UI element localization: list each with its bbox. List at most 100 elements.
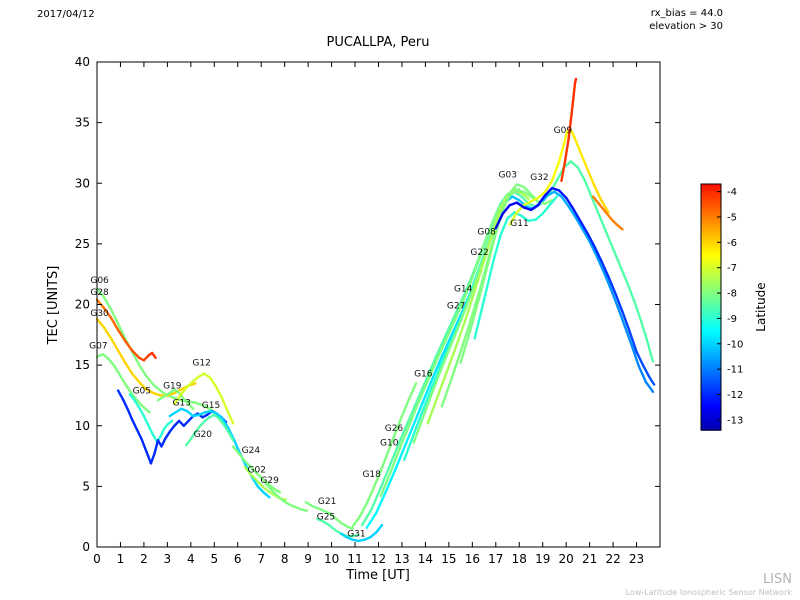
- series-segment-G20: [194, 424, 202, 434]
- series-label-G20: G20: [194, 430, 213, 440]
- series-segment-G11: [482, 259, 495, 301]
- colorbar-swatch: [701, 235, 721, 239]
- x-tick-label: 17: [488, 552, 503, 566]
- colorbar-swatch: [701, 237, 721, 241]
- colorbar-swatch: [701, 190, 721, 193]
- series-segment-G10: [431, 355, 444, 380]
- colorbar-swatch: [701, 208, 721, 212]
- colorbar-swatch: [701, 341, 721, 345]
- colorbar-swatch: [701, 245, 721, 249]
- series-segment-G26: [398, 418, 411, 443]
- colorbar-swatch: [701, 345, 721, 349]
- colorbar-swatch: [701, 419, 721, 423]
- series-segment-G10: [403, 423, 415, 449]
- series-label-G19: G19: [163, 382, 182, 392]
- colorbar-swatch: [701, 395, 721, 398]
- series-segment-G06: [152, 383, 162, 392]
- series-segment-G15: [168, 424, 176, 434]
- series-label-G09: G09: [554, 126, 573, 136]
- series-segment-G26: [360, 508, 373, 527]
- colorbar-swatch: [701, 278, 721, 282]
- colorbar-swatch: [701, 300, 721, 304]
- series-segment-G31: [369, 531, 378, 539]
- series-segment-G07: [119, 374, 128, 387]
- series-segment-G20: [189, 430, 197, 441]
- series-segment-track28: [560, 160, 567, 183]
- series-segment-G10: [384, 469, 397, 494]
- series-segment-G16: [389, 447, 401, 475]
- colorbar-swatch: [701, 233, 721, 237]
- colorbar-swatch: [701, 391, 721, 394]
- colorbar-swatch: [701, 257, 721, 261]
- series-segment-G10: [374, 491, 387, 515]
- colorbar-swatch: [701, 399, 721, 403]
- series-segment-G19: [187, 402, 195, 410]
- colorbar-swatch: [701, 284, 721, 288]
- colorbar-swatch: [701, 372, 721, 376]
- colorbar-swatch: [701, 366, 721, 370]
- series-segment-G32: [522, 206, 533, 212]
- series-segment-G14: [478, 240, 490, 272]
- series-segment-G10: [365, 511, 378, 529]
- series-segment-G09: [586, 167, 596, 187]
- series-segment-G31: [374, 523, 384, 534]
- series-segment-G03: [459, 329, 472, 364]
- y-tick-label: 35: [75, 116, 90, 130]
- series-segment-G26: [611, 247, 622, 267]
- series-label-G25: G25: [317, 513, 335, 523]
- series-segment-G09: [562, 129, 569, 146]
- series-segment-G18: [365, 486, 376, 505]
- series-segment-G18: [351, 515, 361, 528]
- satellite-tracks: [95, 77, 656, 543]
- series-segment-G07: [101, 353, 110, 361]
- series-segment-G12: [190, 376, 200, 384]
- series-label-G15: G15: [202, 401, 220, 411]
- series-segment-G26: [379, 463, 392, 489]
- series-segment-G30: [95, 317, 106, 329]
- watermark-network-name: Low-Latitude Ionospheric Sensor Network: [626, 588, 793, 597]
- series-segment-G32: [550, 186, 561, 192]
- series-segment-G32: [648, 376, 656, 386]
- colorbar-swatch: [701, 331, 721, 335]
- series-segment-G26: [583, 179, 594, 200]
- series-segment-G10: [644, 380, 655, 393]
- series-segment-G26: [454, 291, 467, 315]
- colorbar-swatch: [701, 317, 721, 321]
- colorbar-swatch: [701, 329, 721, 333]
- colorbar-swatch: [701, 411, 721, 415]
- series-segment-G13: [256, 485, 265, 494]
- series-segment-G20: [184, 437, 193, 447]
- series-segment-G03: [501, 191, 512, 212]
- series-segment-G05: [147, 424, 155, 437]
- series-segment-G15: [140, 437, 148, 453]
- series-segment-G12: [173, 394, 182, 406]
- series-segment-G10: [567, 205, 577, 219]
- colorbar-swatch: [701, 253, 721, 257]
- series-segment-G10: [581, 228, 591, 243]
- series-segment-G32: [564, 196, 575, 210]
- series-segment-G26: [370, 486, 383, 511]
- series-segment-G16: [464, 270, 476, 298]
- series-segment-G07: [130, 393, 140, 403]
- series-segment-G26: [407, 396, 420, 421]
- colorbar-swatch: [701, 196, 721, 200]
- series-segment-G32: [642, 365, 651, 379]
- series-segment-G14: [468, 269, 481, 299]
- series-segment-G16: [407, 401, 420, 427]
- series-label-G26: G26: [385, 424, 404, 434]
- series-segment-G28: [123, 339, 134, 352]
- colorbar-swatch: [701, 241, 721, 245]
- series-segment-G26: [632, 299, 643, 323]
- colorbar-tick-label: -7: [727, 263, 737, 274]
- colorbar-swatch: [701, 339, 721, 343]
- series-segment-G06: [116, 322, 127, 340]
- colorbar-swatch: [701, 397, 721, 401]
- series-segment-G06: [145, 374, 155, 386]
- series-label-G22: G22: [470, 248, 488, 258]
- colorbar-swatch: [701, 294, 721, 298]
- series-segment-G22: [454, 319, 467, 349]
- series-segment-G28: [116, 328, 127, 343]
- series-segment-G26: [597, 213, 608, 233]
- series-segment-G10: [553, 190, 563, 198]
